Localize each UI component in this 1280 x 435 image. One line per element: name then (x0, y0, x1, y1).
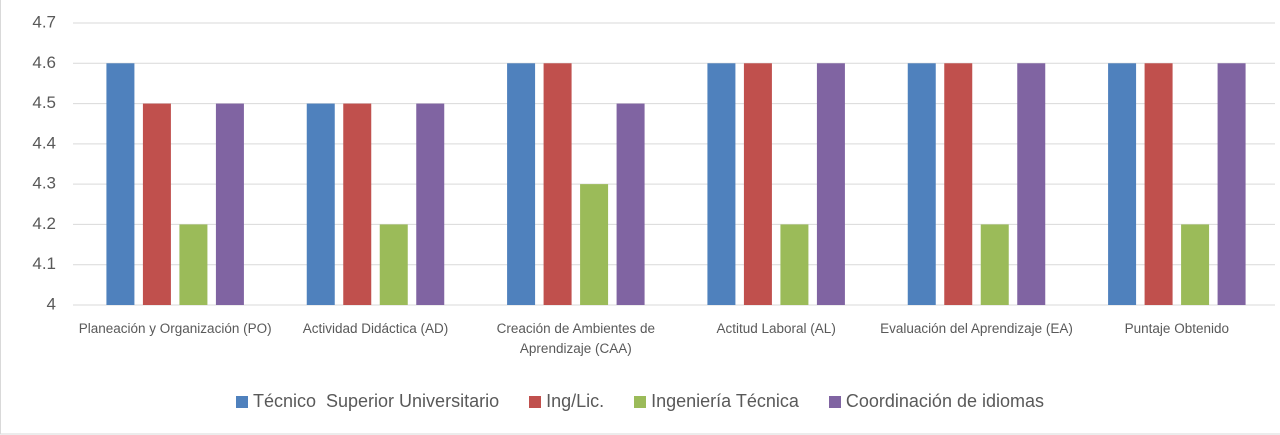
y-tick-label: 4.2 (32, 214, 56, 233)
bar (1108, 63, 1137, 306)
bar (543, 63, 572, 306)
legend-item: Ing/Lic. (529, 391, 604, 412)
bar (816, 63, 845, 306)
y-tick-label: 4.5 (32, 93, 56, 112)
y-tick-label: 4.1 (32, 254, 56, 273)
legend-item: Coordinación de idiomas (828, 391, 1045, 412)
y-tick-label: 4.4 (32, 133, 56, 152)
legend-swatch (529, 395, 542, 408)
bar (306, 103, 335, 305)
bar (1144, 63, 1173, 306)
legend: Técnico Superior Universitario Ing/Lic. In… (0, 391, 1280, 412)
x-tick-label: Actividad Didáctica (AD) (302, 321, 449, 336)
bar (343, 103, 372, 305)
y-tick-label: 4.7 (32, 12, 56, 31)
bar (780, 224, 809, 305)
bar (1217, 63, 1246, 306)
bar (379, 224, 408, 305)
legend-swatch (634, 395, 647, 408)
bar (907, 63, 936, 306)
y-tick-label: 4 (47, 294, 56, 313)
legend-label: Ingeniería Técnica (651, 391, 799, 411)
x-tick-label: Actitud Laboral (AL) (716, 321, 836, 336)
bar (616, 103, 645, 305)
bar (1181, 224, 1210, 305)
x-tick-label: Evaluación del Aprendizaje (EA) (880, 321, 1073, 336)
x-tick-label: Creación de Ambientes de Aprendizaje (CA… (496, 321, 655, 356)
legend-label: Técnico Superior Universitario (252, 391, 500, 411)
legend-label: Ing/Lic. (546, 391, 605, 411)
bar (106, 63, 135, 306)
bar (416, 103, 445, 305)
legend-label: Coordinación de idiomas (845, 391, 1045, 411)
bar (179, 224, 208, 305)
y-tick-label: 4.3 (32, 174, 56, 193)
x-tick-label: Planeación y Organización (PO) (78, 321, 272, 336)
legend-item: Ingeniería Técnica (634, 391, 799, 412)
bar (944, 63, 973, 306)
bar (707, 63, 736, 306)
x-tick-label: Puntaje Obtenido (1124, 321, 1229, 336)
bar (507, 63, 536, 306)
legend-swatch (235, 395, 248, 408)
bar (215, 103, 244, 305)
legend-swatch (828, 395, 841, 408)
y-tick-label: 4.6 (32, 53, 56, 72)
bar (980, 224, 1009, 305)
bar (580, 184, 609, 305)
bar (1017, 63, 1046, 306)
bar (142, 103, 171, 305)
bar (743, 63, 772, 306)
legend-item: Técnico Superior Universitario (235, 391, 500, 412)
